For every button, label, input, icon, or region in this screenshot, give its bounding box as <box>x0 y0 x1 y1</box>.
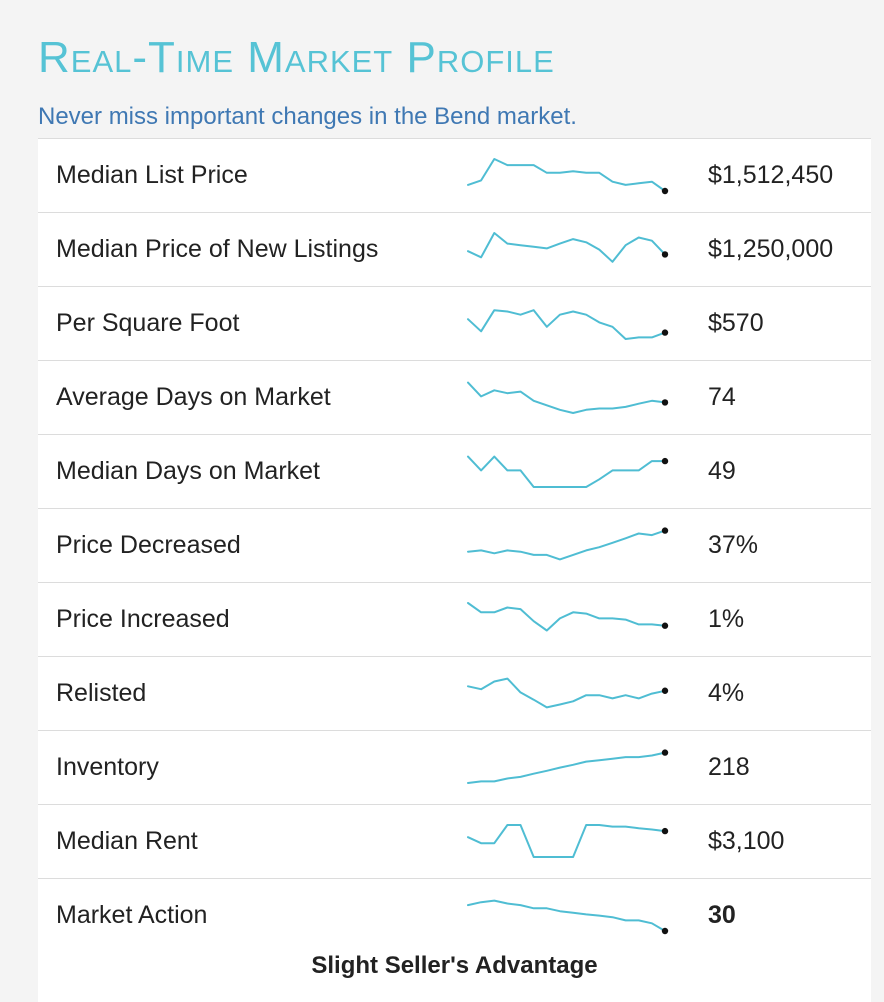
metric-value: 4% <box>708 679 745 707</box>
sparkline-endpoint <box>661 329 669 336</box>
sparkline-endpoint <box>661 749 669 756</box>
market-action-score: 30 <box>708 901 736 929</box>
trend-sparkline <box>467 749 669 784</box>
sparkline-path <box>467 751 666 784</box>
metric-row-market-action: Market Action 30 <box>38 878 871 951</box>
trend-sparkline <box>467 899 669 935</box>
metric-label: Average Days on Market <box>56 383 331 411</box>
metric-label: Median Price of New Listings <box>56 235 379 263</box>
metric-label: Median List Price <box>56 161 248 189</box>
metric-label: Inventory <box>56 753 159 781</box>
sparkline-endpoint <box>661 527 669 534</box>
sparkline-endpoint <box>661 622 669 629</box>
sparkline-path <box>467 455 666 488</box>
metric-label: Market Action <box>56 901 208 929</box>
sparkline-path <box>467 529 666 561</box>
page-title: Real-Time Market Profile <box>38 33 555 82</box>
metric-value: 37% <box>708 531 759 559</box>
metric-value: $3,100 <box>708 827 785 855</box>
metric-label: Median Days on Market <box>56 457 321 485</box>
metric-label: Price Increased <box>56 605 230 633</box>
metric-row-median-list-price: Median List Price $1,512,450 <box>38 138 871 211</box>
trend-sparkline <box>467 381 669 414</box>
sparkline-endpoint <box>661 927 669 935</box>
metric-label: Relisted <box>56 679 147 707</box>
metric-value: 218 <box>708 753 750 781</box>
market-action-caption: Slight Seller's Advantage <box>311 952 598 979</box>
metric-row-average-days-on-market: Average Days on Market 74 <box>38 360 871 433</box>
metric-label: Per Square Foot <box>56 309 240 337</box>
sparkline-endpoint <box>661 399 669 406</box>
metric-row-price-decreased: Price Decreased 37% <box>38 508 871 581</box>
metric-row-median-days-on-market: Median Days on Market 49 <box>38 434 871 507</box>
trend-sparkline <box>467 158 669 195</box>
trend-sparkline <box>467 602 669 632</box>
sparkline-path <box>467 309 666 340</box>
metric-value: $1,512,450 <box>708 161 834 189</box>
metric-row-relisted: Relisted 4% <box>38 656 871 729</box>
sparkline-path <box>467 232 666 263</box>
sparkline-endpoint <box>661 251 669 258</box>
metric-label: Price Decreased <box>56 531 241 559</box>
trend-sparkline <box>467 309 669 340</box>
trend-sparkline <box>467 527 669 561</box>
metric-row-median-price-new-listings: Median Price of New Listings $1,250,000 <box>38 212 871 285</box>
trend-sparkline <box>467 232 669 263</box>
page-edge <box>0 0 6 1002</box>
metric-value: 49 <box>708 457 736 485</box>
market-profile-table: Median List Price $1,512,450 Median Pric… <box>38 138 871 1002</box>
metric-label: Median Rent <box>56 827 198 855</box>
trend-sparkline <box>467 824 669 858</box>
metric-value: $1,250,000 <box>708 235 834 263</box>
sparkline-endpoint <box>661 457 669 465</box>
sparkline-path <box>467 381 666 414</box>
metric-value: $570 <box>708 309 764 337</box>
sparkline-endpoint <box>661 187 669 195</box>
sparkline-path <box>467 677 666 709</box>
sparkline-path <box>467 824 666 858</box>
page-subtitle: Never miss important changes in the Bend… <box>38 103 577 130</box>
sparkline-path <box>467 158 666 192</box>
sparkline-endpoint <box>661 827 669 835</box>
metric-value: 74 <box>708 383 736 411</box>
sparkline-path <box>467 899 666 932</box>
metric-row-per-square-foot: Per Square Foot $570 <box>38 286 871 359</box>
trend-sparkline <box>467 455 669 488</box>
metric-row-price-increased: Price Increased 1% <box>38 582 871 655</box>
sparkline-path <box>467 602 666 632</box>
metric-row-inventory: Inventory 218 <box>38 730 871 803</box>
sparkline-endpoint <box>661 687 669 694</box>
metric-row-median-rent: Median Rent $3,100 <box>38 804 871 877</box>
trend-sparkline <box>467 677 669 709</box>
metric-value: 1% <box>708 605 745 633</box>
